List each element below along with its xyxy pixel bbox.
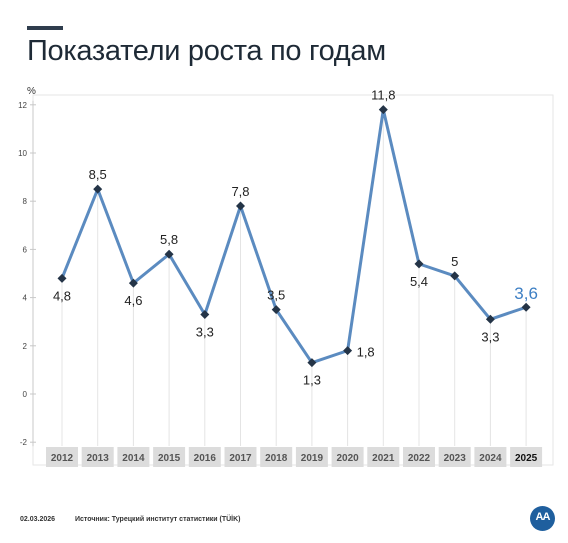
- data-point-marker: [164, 249, 174, 259]
- y-tick-label: 4: [23, 294, 28, 303]
- series-line: [60, 108, 527, 365]
- data-label: 5: [451, 254, 458, 269]
- x-category-box: [331, 447, 364, 467]
- data-point-marker: [450, 271, 460, 281]
- data-point-marker: [57, 273, 67, 283]
- y-tick-label: 12: [18, 101, 27, 110]
- x-tick-label: 2019: [301, 453, 324, 464]
- x-category-box: [224, 447, 257, 467]
- y-tick-label: -2: [20, 438, 28, 447]
- x-category-box: [295, 447, 328, 467]
- data-label: 7,8: [231, 184, 249, 199]
- x-tick-label: 2014: [122, 453, 145, 464]
- x-tick-label: 2024: [479, 453, 502, 464]
- data-point-marker: [93, 184, 103, 194]
- data-point-marker: [271, 305, 281, 315]
- x-category-box: [81, 447, 114, 467]
- x-category-box: [403, 447, 435, 467]
- x-tick-label: 2022: [408, 453, 431, 464]
- agency-logo: AA: [530, 506, 555, 531]
- agency-logo-text: AA: [535, 511, 551, 523]
- data-label: 3,6: [514, 284, 538, 303]
- data-point-marker: [485, 314, 495, 324]
- x-tick-label: 2018: [265, 453, 288, 464]
- data-label: 5,4: [410, 274, 428, 289]
- data-point-marker: [378, 105, 388, 115]
- data-label: 3,3: [481, 329, 499, 344]
- data-label: 8,5: [89, 167, 107, 182]
- data-point-marker: [307, 358, 317, 368]
- data-point-marker: [521, 302, 531, 312]
- x-tick-label: 2015: [158, 453, 181, 464]
- x-tick-label: 2023: [444, 453, 467, 464]
- data-label: 1,3: [303, 373, 321, 388]
- x-category-box: [117, 447, 150, 467]
- data-label: 3,5: [267, 288, 285, 303]
- x-tick-label: 2012: [51, 453, 74, 464]
- x-tick-label: 2016: [194, 453, 217, 464]
- y-tick-label: 8: [23, 197, 28, 206]
- plot-frame: [32, 94, 554, 466]
- x-tick-label: 2020: [336, 453, 359, 464]
- data-point-marker: [414, 259, 424, 269]
- x-category-box: [510, 447, 543, 467]
- x-category-box: [367, 447, 400, 467]
- y-tick-label: 2: [23, 342, 28, 351]
- data-point-marker: [200, 309, 210, 319]
- x-category-box: [46, 447, 78, 467]
- footer-source: Источник: Турецкий институт статистики (…: [75, 516, 241, 523]
- x-category-box: [188, 447, 221, 467]
- y-axis-label: %: [27, 86, 36, 97]
- x-category-box: [153, 447, 186, 467]
- x-category-box: [260, 447, 293, 467]
- x-tick-label: 2013: [87, 453, 110, 464]
- y-tick-label: 6: [23, 245, 28, 254]
- data-label: 1,8: [357, 345, 375, 360]
- data-point-marker: [128, 278, 138, 288]
- footer-date: 02.03.2026: [20, 516, 56, 523]
- x-tick-label: 2017: [229, 453, 252, 464]
- data-point-marker: [236, 201, 245, 211]
- data-label: 4,8: [53, 288, 71, 303]
- data-point-marker: [343, 346, 353, 356]
- x-tick-label: 2025: [515, 453, 538, 464]
- x-category-box: [474, 447, 507, 467]
- data-label: 5,8: [160, 232, 178, 247]
- page-title: Показатели роста по годам: [27, 35, 386, 67]
- data-label: 11,8: [371, 88, 395, 103]
- x-tick-label: 2021: [372, 453, 395, 464]
- data-label: 3,3: [196, 324, 214, 339]
- title-accent-bar: [27, 26, 63, 30]
- y-tick-label: 10: [18, 149, 27, 158]
- data-label: 4,6: [124, 293, 142, 308]
- x-category-box: [438, 447, 471, 467]
- y-tick-label: 0: [23, 390, 28, 399]
